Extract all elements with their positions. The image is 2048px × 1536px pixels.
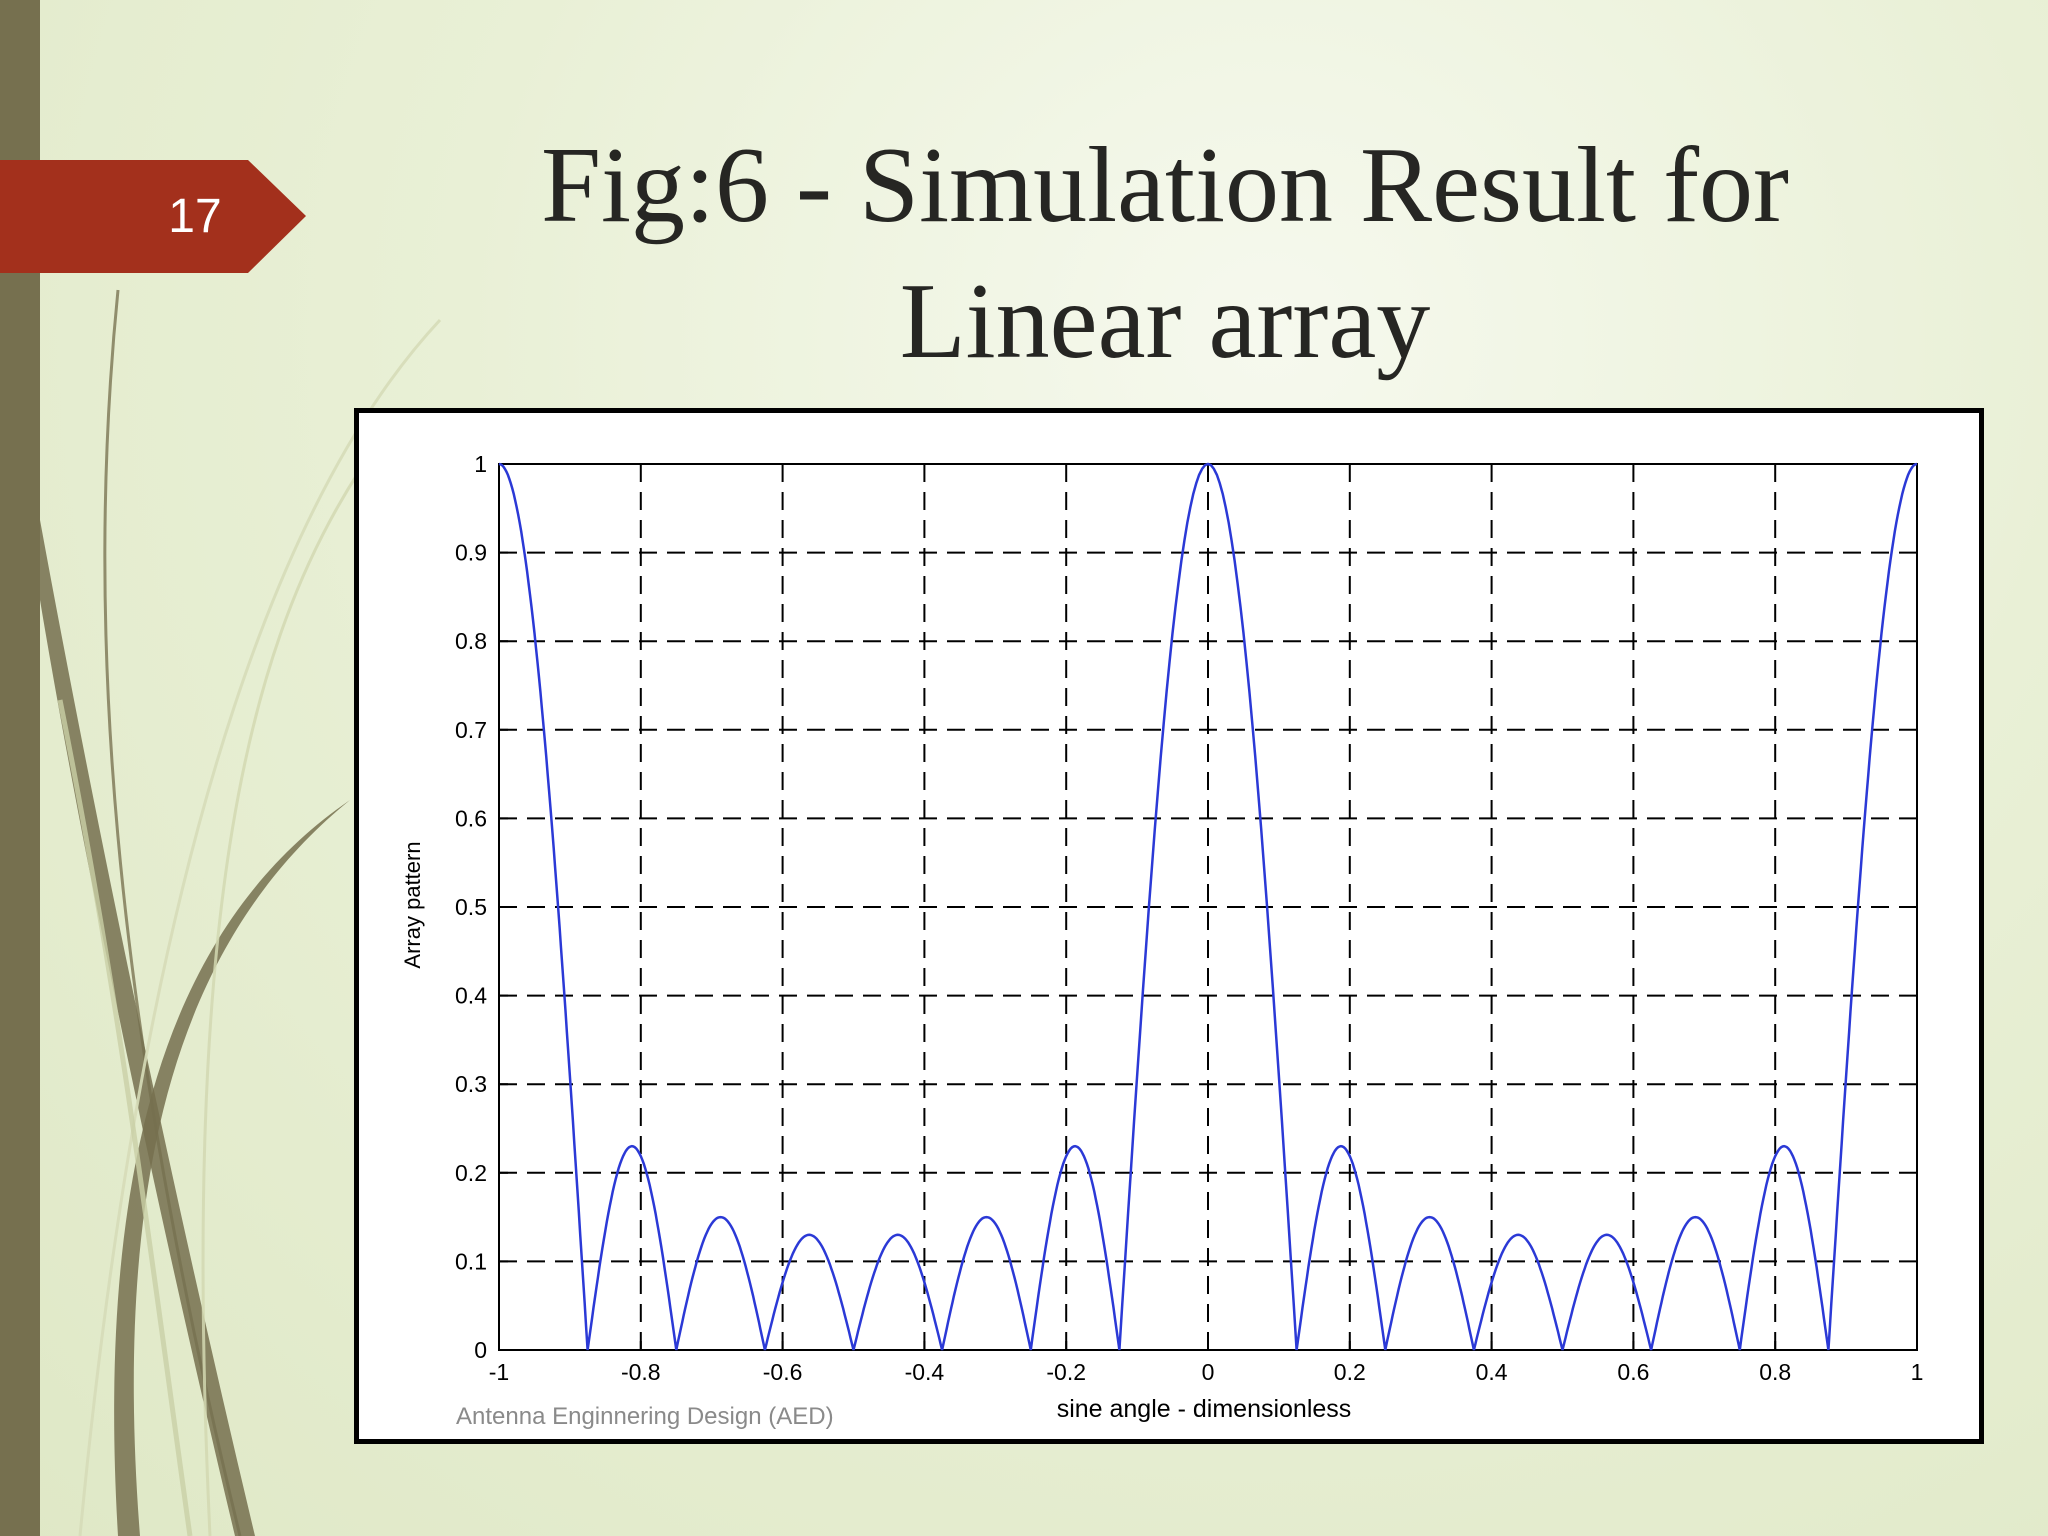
y-tick-label: 0.8 (455, 628, 487, 654)
x-tick-label: 0.6 (1617, 1359, 1649, 1385)
x-axis-title: sine angle - dimensionless (1057, 1395, 1352, 1423)
slide-number: 17 (168, 190, 222, 243)
chart-frame: -1 -0.8 -0.6 -0.4 -0.2 0 0.2 0.4 0.6 0.8 1 0 0.1 0.2… (354, 408, 1984, 1444)
y-tick-label: 0.9 (455, 540, 487, 566)
x-tick-label: 1 (1911, 1359, 1924, 1385)
x-tick-label: -0.6 (763, 1359, 803, 1385)
decorative-grass-strokes (40, 289, 442, 1536)
x-tick-label: 0 (1202, 1359, 1215, 1385)
x-tick-label: 0.4 (1476, 1359, 1508, 1385)
x-tick-label: -1 (489, 1359, 509, 1385)
x-tick-label: -0.8 (621, 1359, 661, 1385)
grid (499, 464, 1917, 1350)
x-tick-label: -0.4 (905, 1359, 945, 1385)
y-tick-label: 1 (474, 451, 487, 477)
array-pattern-curve (498, 462, 1918, 1351)
slide-title-line-2: Linear array (899, 262, 1431, 381)
y-tick-label: 0.6 (455, 805, 487, 831)
x-tick-label: 0.2 (1334, 1359, 1366, 1385)
y-tick-label: 0.7 (455, 717, 487, 743)
x-tick-label: -0.2 (1046, 1359, 1086, 1385)
y-tick-label: 0.3 (455, 1071, 487, 1097)
y-tick-label: 0.5 (455, 894, 487, 920)
slide-number-badge (0, 160, 306, 273)
x-tick-label: 0.8 (1759, 1359, 1791, 1385)
slide-title: Fig:6 - Simulation Result for Linear arr… (420, 118, 1910, 390)
y-tick-label: 0.1 (455, 1248, 487, 1274)
slide-title-line-1: Fig:6 - Simulation Result for (540, 126, 1789, 245)
y-axis-title: Array pattern (400, 841, 425, 968)
y-tick-labels: 0 0.1 0.2 0.3 0.4 0.5 0.6 0.7 0.8 0.9 1 (455, 451, 487, 1363)
x-tick-labels: -1 -0.8 -0.6 -0.4 -0.2 0 0.2 0.4 0.6 0.8 1 (489, 1359, 1924, 1385)
credit-text: Antenna Enginnering Design (AED) (456, 1403, 834, 1430)
array-pattern-chart: -1 -0.8 -0.6 -0.4 -0.2 0 0.2 0.4 0.6 0.8 1 0 0.1 0.2… (400, 451, 1924, 1423)
y-tick-label: 0.2 (455, 1160, 487, 1186)
y-tick-label: 0.4 (455, 983, 487, 1009)
y-tick-label: 0 (474, 1337, 487, 1363)
